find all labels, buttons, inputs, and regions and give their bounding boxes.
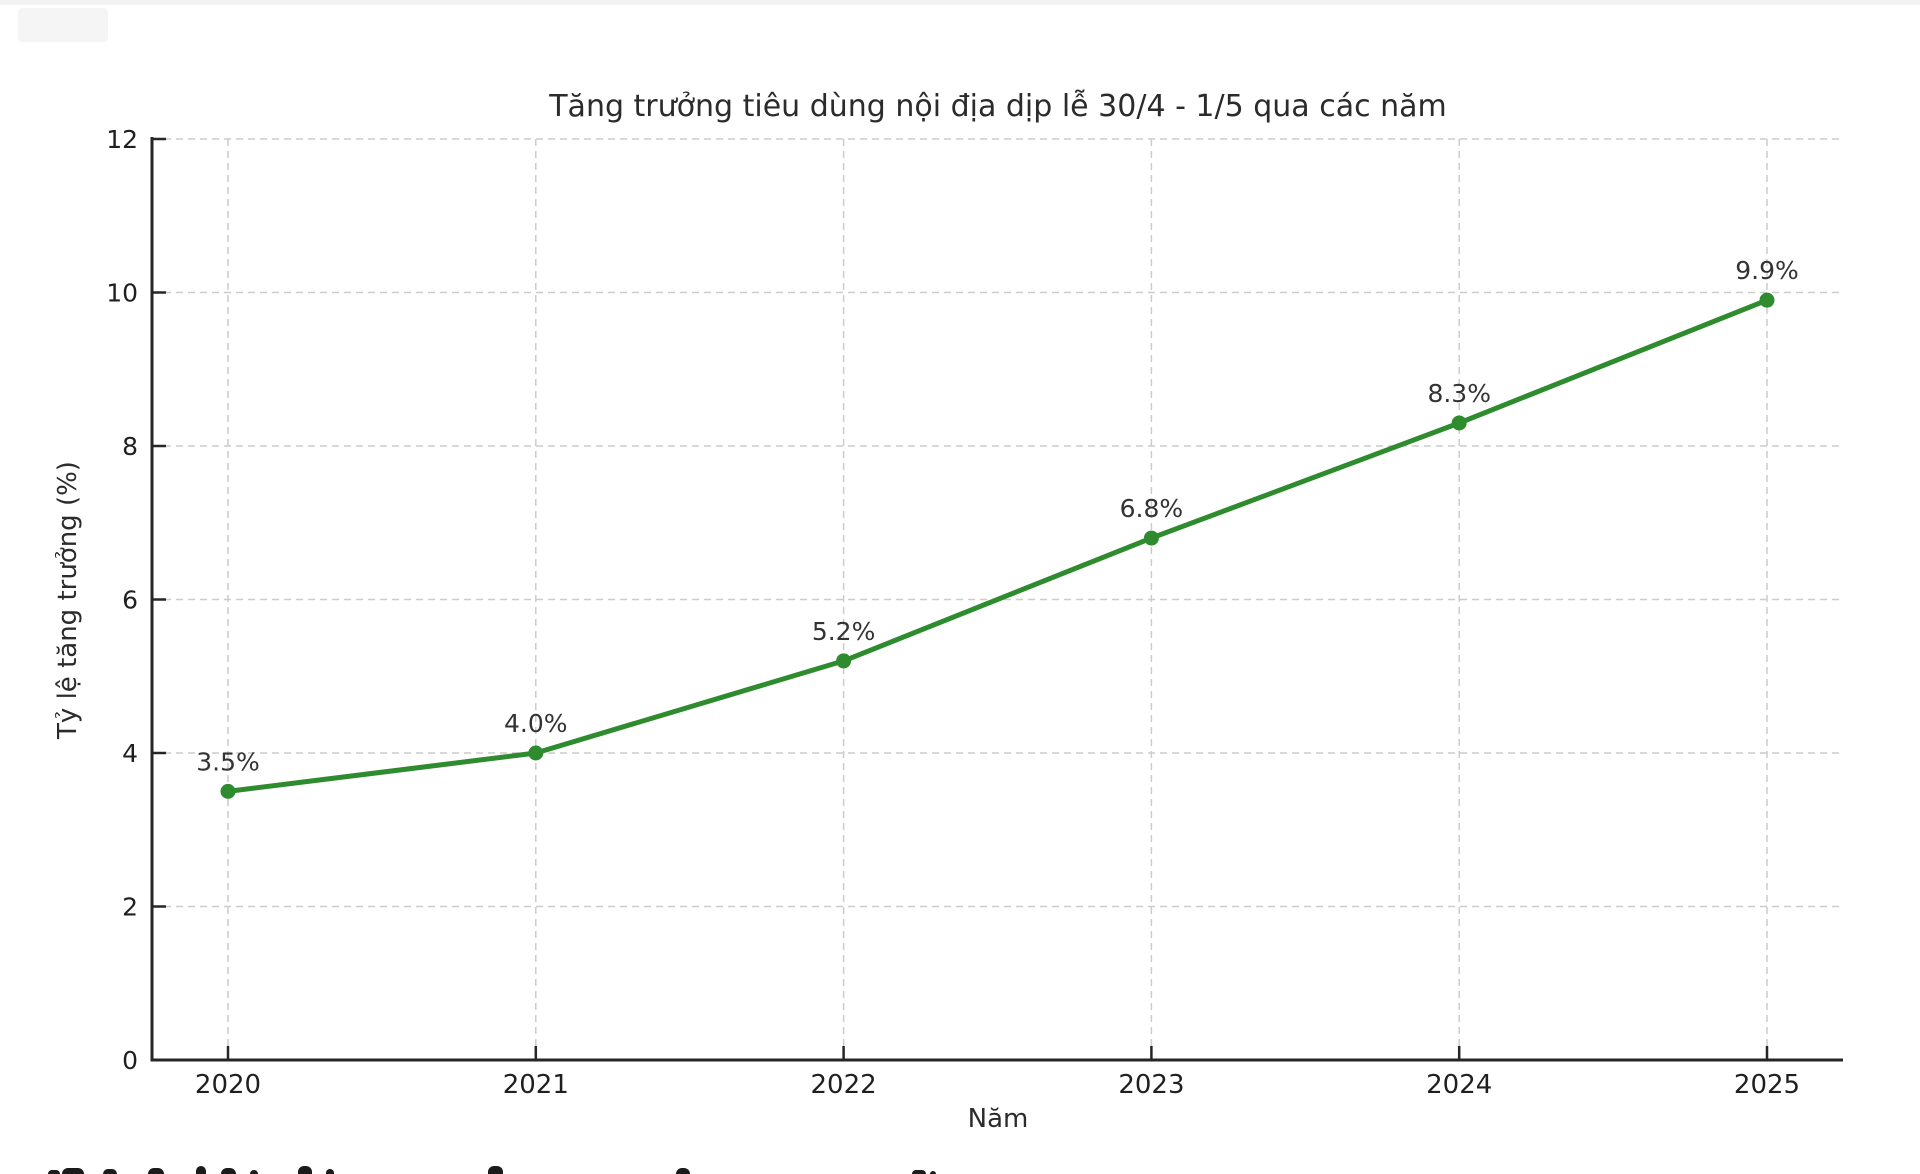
data-point (1143, 530, 1159, 546)
data-point (1451, 415, 1467, 431)
cutoff-glyph-mark (912, 1170, 926, 1174)
data-point-label: 5.2% (812, 617, 876, 646)
cutoff-glyph-mark (103, 1169, 117, 1174)
y-tick-label: 2 (122, 893, 138, 922)
x-tick-label: 2025 (1734, 1070, 1800, 1100)
y-tick-label: 4 (122, 739, 138, 768)
y-tick-label: 12 (106, 125, 138, 154)
data-point (528, 745, 544, 761)
data-point-label: 4.0% (504, 709, 568, 738)
x-tick-label: 2024 (1426, 1070, 1492, 1100)
y-tick-label: 0 (122, 1046, 138, 1075)
y-tick-label: 8 (122, 432, 138, 461)
cutoff-glyph-mark (62, 1168, 84, 1174)
cutoff-glyph-mark (221, 1168, 236, 1174)
data-point (220, 783, 236, 799)
data-point (1759, 292, 1775, 308)
x-tick-label: 2021 (503, 1070, 569, 1100)
x-axis-label: Năm (967, 1104, 1029, 1134)
cutoff-glyph-mark (326, 1169, 334, 1174)
cutoff-glyph-mark (930, 1171, 936, 1174)
cutoff-glyph-mark (250, 1170, 258, 1174)
cutoff-glyph-mark (148, 1168, 164, 1174)
data-point (836, 653, 852, 669)
x-tick-label: 2023 (1118, 1070, 1184, 1100)
y-tick-label: 10 (106, 279, 138, 308)
window-top-strip (0, 0, 1920, 5)
data-point-label: 6.8% (1120, 494, 1184, 523)
cutoff-glyph-mark (48, 1170, 60, 1174)
data-point-label: 3.5% (196, 747, 260, 776)
x-tick-label: 2022 (811, 1070, 877, 1100)
data-point-label: 8.3% (1427, 379, 1491, 408)
cutoff-glyph-mark (488, 1166, 503, 1174)
chart-title: Tăng trưởng tiêu dùng nội địa dịp lễ 30/… (549, 89, 1447, 124)
y-tick-label: 6 (122, 586, 138, 615)
cutoff-glyph-mark (196, 1166, 206, 1174)
cutoff-glyph-mark (298, 1166, 312, 1174)
cutoff-glyph-mark (676, 1168, 690, 1174)
x-tick-label: 2020 (195, 1070, 261, 1100)
growth-trend-line (225, 297, 1770, 794)
top-left-faint-artifact (18, 8, 108, 42)
data-point-label: 9.9% (1735, 256, 1799, 285)
